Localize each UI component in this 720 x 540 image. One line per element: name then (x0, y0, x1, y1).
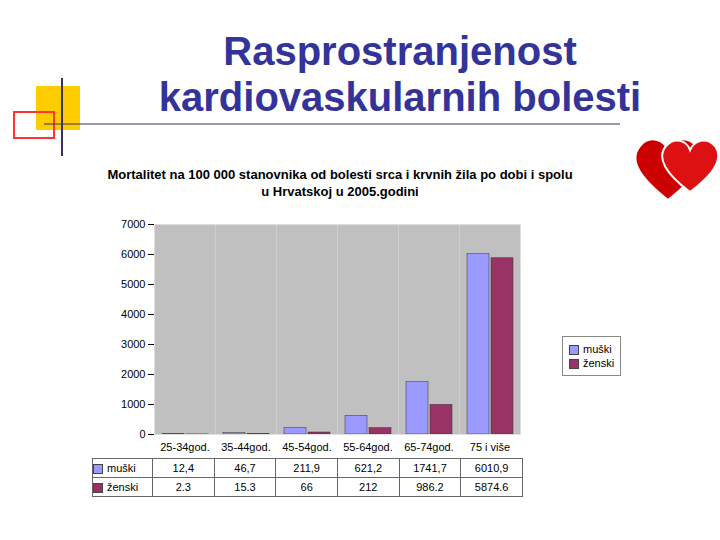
html-text:621,2: 621,2 (354, 462, 383, 474)
html-text:muški: muški (107, 462, 136, 474)
svg-text:3000: 3000 (121, 338, 145, 350)
html-text:211,9: 211,9 (293, 462, 320, 474)
svg-text:45-54god.: 45-54god. (282, 441, 332, 453)
svg-text:35-44god.: 35-44god. (221, 441, 271, 453)
html-text:6010,9: 6010,9 (474, 462, 509, 474)
svg-text:0: 0 (139, 428, 145, 440)
html-text:15.3: 15.3 (234, 481, 256, 493)
html-text:ženski: ženski (583, 357, 615, 370)
html-text:muški: muški (583, 343, 612, 355)
html-text:12,4: 12,4 (172, 462, 194, 474)
svg-text:7000: 7000 (121, 218, 145, 230)
html-text:2.3: 2.3 (175, 481, 191, 493)
svg-text:4000: 4000 (121, 308, 145, 320)
html-text:1741,7: 1741,7 (413, 462, 447, 474)
svg-text:65-74god.: 65-74god. (404, 441, 454, 453)
svg-text:25-34god.: 25-34god. (160, 441, 210, 453)
svg-text:5000: 5000 (121, 278, 145, 290)
html-text:986.2: 986.2 (416, 481, 444, 493)
html-text:Mortalitet na 100 000 stanovni: Mortalitet na 100 000 stanovnika od bole… (107, 167, 573, 199)
svg-text:2000: 2000 (121, 368, 145, 380)
svg-text:1000: 1000 (121, 398, 145, 410)
svg-text:75 i više: 75 i više (470, 441, 510, 453)
html-text:ženski: ženski (107, 481, 139, 493)
svg-text:6000: 6000 (121, 248, 145, 260)
svg-text:55-64god.: 55-64god. (343, 441, 393, 453)
html-text:5874.6: 5874.6 (474, 481, 509, 493)
html-text:66: 66 (300, 481, 313, 493)
html-text:212: 212 (359, 481, 378, 493)
html-text:46,7: 46,7 (234, 462, 256, 474)
html-text:Rasprostranjenost kardiovaskul: Rasprostranjenost kardiovaskularnih bole… (158, 29, 642, 119)
